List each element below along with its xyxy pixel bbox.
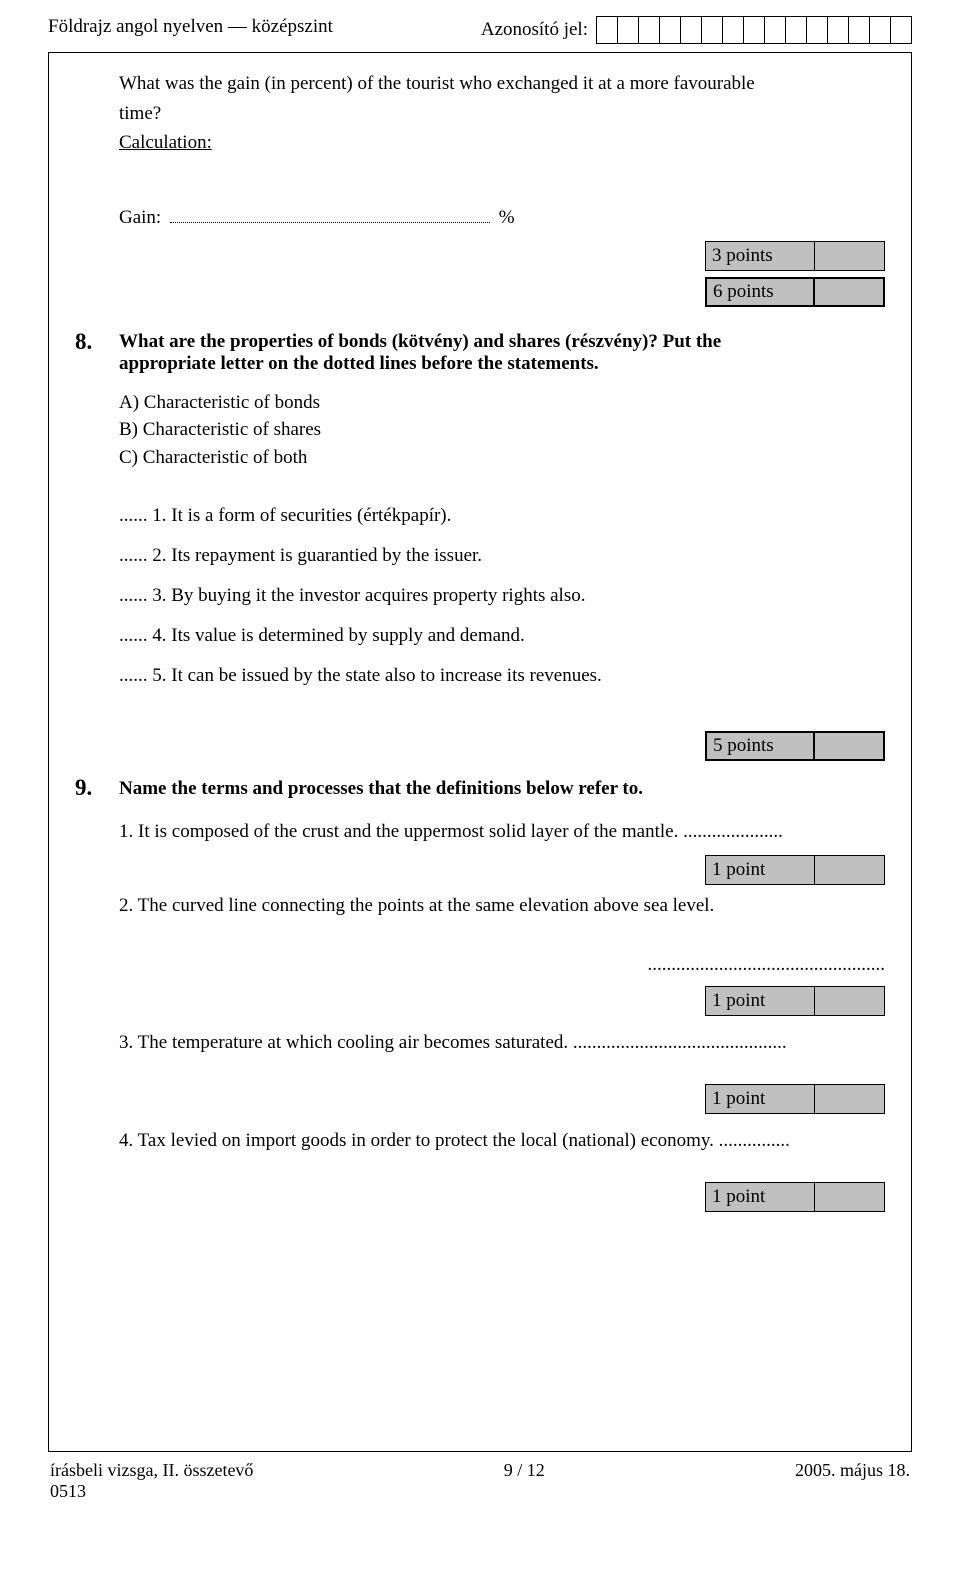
- q7-percent: %: [499, 207, 515, 228]
- q8-points: 5 points: [705, 731, 885, 761]
- q9-p4-label: 1 point: [705, 1182, 815, 1212]
- q9-p1-row: 1 point: [75, 855, 885, 885]
- footer-left-line1: írásbeli vizsga, II. összetevő: [50, 1460, 253, 1480]
- q9-item2[interactable]: 2. The curved line connecting the points…: [119, 893, 885, 919]
- id-cell[interactable]: [701, 16, 723, 44]
- q7-points-stack: 3 points 6 points: [75, 241, 885, 307]
- id-cell[interactable]: [659, 16, 681, 44]
- q7-calc-underline: Calculation:: [119, 132, 212, 153]
- q9-p1-label: 1 point: [705, 855, 815, 885]
- id-cell[interactable]: [848, 16, 870, 44]
- q9-p1-score[interactable]: [815, 855, 885, 885]
- q8-points-label: 5 points: [705, 731, 815, 761]
- q7-line2: time?: [119, 101, 885, 127]
- q7-points-3-label: 3 points: [705, 241, 815, 271]
- q7-points-6: 6 points: [705, 277, 885, 307]
- q7-points-3: 3 points: [705, 241, 885, 271]
- q9-item3[interactable]: 3. The temperature at which cooling air …: [119, 1030, 885, 1056]
- q8-s5[interactable]: ...... 5. It can be issued by the state …: [119, 657, 885, 695]
- footer-center: 9 / 12: [253, 1460, 795, 1502]
- footer-left: írásbeli vizsga, II. összetevő 0513: [50, 1460, 253, 1502]
- q9-item2-dots[interactable]: ........................................…: [75, 954, 885, 976]
- q7-calc-label: Calculation:: [119, 130, 885, 156]
- q8-lead1: What are the properties of bonds (kötvén…: [119, 331, 721, 352]
- id-cell[interactable]: [764, 16, 786, 44]
- q8-points-row: 5 points: [75, 731, 885, 761]
- q9-p4: 1 point: [705, 1182, 885, 1212]
- header-subject: Földrajz angol nyelven — középszint: [48, 16, 333, 38]
- q7-block: What was the gain (in percent) of the to…: [119, 71, 885, 231]
- content-frame: What was the gain (in percent) of the to…: [48, 52, 912, 1452]
- q8-number: 8.: [75, 329, 119, 375]
- id-cell[interactable]: [806, 16, 828, 44]
- id-cell[interactable]: [869, 16, 891, 44]
- q8-opt-c: C) Characteristic of both: [119, 444, 885, 472]
- q9-p3-score[interactable]: [815, 1084, 885, 1114]
- page-footer: írásbeli vizsga, II. összetevő 0513 9 / …: [48, 1460, 912, 1502]
- id-cell[interactable]: [827, 16, 849, 44]
- q8-options: A) Characteristic of bonds B) Characteri…: [119, 389, 885, 472]
- q8-opt-a: A) Characteristic of bonds: [119, 389, 885, 417]
- q8-s2[interactable]: ...... 2. Its repayment is guarantied by…: [119, 537, 885, 575]
- q9-p2: 1 point: [705, 986, 885, 1016]
- header-id-label: Azonosító jel:: [481, 19, 588, 41]
- id-cell[interactable]: [890, 16, 912, 44]
- q9-p1: 1 point: [705, 855, 885, 885]
- q9-p2-row: 1 point: [75, 986, 885, 1016]
- q8-lead2: appropriate letter on the dotted lines b…: [119, 353, 599, 374]
- q9-p3-row: 1 point: [75, 1084, 885, 1114]
- q9-number: 9.: [75, 775, 119, 801]
- q8-opt-b: B) Characteristic of shares: [119, 416, 885, 444]
- q9-heading: 9. Name the terms and processes that the…: [75, 775, 885, 801]
- q9-p2-label: 1 point: [705, 986, 815, 1016]
- footer-left-line2: 0513: [50, 1481, 86, 1501]
- q7-points-6-score[interactable]: [815, 277, 885, 307]
- q9-p4-row: 1 point: [75, 1182, 885, 1212]
- q8-s1[interactable]: ...... 1. It is a form of securities (ér…: [119, 497, 885, 535]
- q7-points-6-label: 6 points: [705, 277, 815, 307]
- id-cell[interactable]: [722, 16, 744, 44]
- q8-points-score[interactable]: [815, 731, 885, 761]
- q8-s3[interactable]: ...... 3. By buying it the investor acqu…: [119, 577, 885, 615]
- id-cell[interactable]: [596, 16, 618, 44]
- q9-p3-label: 1 point: [705, 1084, 815, 1114]
- q9-heading-text: Name the terms and processes that the de…: [119, 775, 885, 801]
- q7-gain-blank[interactable]: [170, 204, 490, 223]
- q7-line1: What was the gain (in percent) of the to…: [119, 71, 885, 97]
- id-cell[interactable]: [785, 16, 807, 44]
- id-grid: [596, 16, 912, 44]
- q9-item1[interactable]: 1. It is composed of the crust and the u…: [119, 819, 885, 845]
- footer-right: 2005. május 18.: [795, 1460, 910, 1502]
- q7-gain-row: Gain: %: [119, 204, 885, 231]
- q8-s4[interactable]: ...... 4. Its value is determined by sup…: [119, 617, 885, 655]
- q9-p4-score[interactable]: [815, 1182, 885, 1212]
- q7-gain-label: Gain:: [119, 207, 161, 228]
- id-cell[interactable]: [638, 16, 660, 44]
- q8-statements: ...... 1. It is a form of securities (ér…: [119, 497, 885, 695]
- q8-heading: 8. What are the properties of bonds (köt…: [75, 329, 885, 375]
- header-id-block: Azonosító jel:: [481, 16, 912, 44]
- q9-item4[interactable]: 4. Tax levied on import goods in order t…: [119, 1128, 885, 1154]
- q7-points-3-score[interactable]: [815, 241, 885, 271]
- page-header: Földrajz angol nyelven — középszint Azon…: [48, 16, 912, 44]
- q8-body: What are the properties of bonds (kötvén…: [119, 329, 885, 375]
- q9-p2-score[interactable]: [815, 986, 885, 1016]
- id-cell[interactable]: [680, 16, 702, 44]
- q9-p3: 1 point: [705, 1084, 885, 1114]
- id-cell[interactable]: [617, 16, 639, 44]
- id-cell[interactable]: [743, 16, 765, 44]
